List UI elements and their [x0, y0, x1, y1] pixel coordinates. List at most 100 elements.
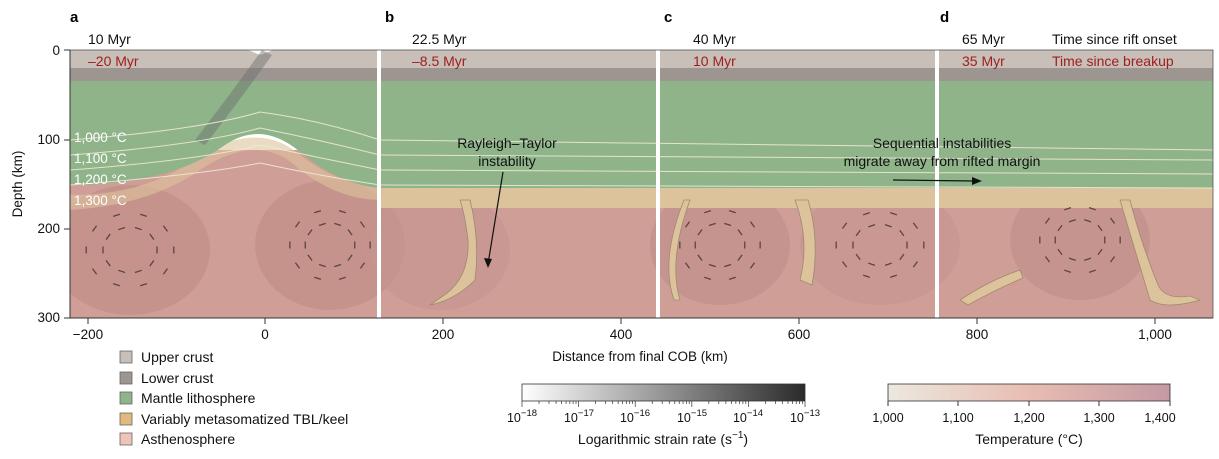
- rt-arrow: [487, 171, 504, 265]
- flow-arrow: [338, 209, 346, 214]
- upper-crust: [70, 50, 1213, 68]
- flow-arrow: [890, 212, 898, 216]
- flow-arrow: [704, 276, 712, 281]
- flow-arrow: [112, 213, 120, 217]
- x-tick-label: −200: [73, 327, 103, 342]
- flow-arrow: [862, 212, 870, 216]
- flow-arrow: [890, 274, 898, 278]
- flow-arrow: [899, 253, 905, 261]
- drip-b: [429, 199, 478, 306]
- isotherm-labels: 1,000 °C 1,100 °C 1,200 °C 1,300 °C: [74, 130, 127, 208]
- legend-swatch: [119, 412, 133, 426]
- cbar-tick-label: 1,200: [1013, 411, 1044, 425]
- flow-arrow: [118, 269, 126, 274]
- cbar-tick-label: 10−14: [733, 408, 763, 425]
- flow-arrow: [134, 226, 142, 231]
- cbar-tick-label: 1,400: [1144, 411, 1175, 425]
- rift-onset-label: Time since rift onset: [1052, 31, 1177, 47]
- panel-separator: [377, 50, 381, 318]
- flow-arrows: [85, 207, 1121, 287]
- legend-label: Asthenosphere: [141, 431, 235, 447]
- flow-arrow: [112, 283, 120, 287]
- flow-arrow: [868, 262, 876, 266]
- convection-cell: [1010, 180, 1150, 300]
- flow-arrow: [162, 225, 169, 232]
- flow-arrow: [149, 260, 155, 267]
- rt-annotation-line1: Rayleigh–Taylor: [457, 135, 557, 151]
- flow-arrow: [134, 269, 142, 274]
- legend-label: Lower crust: [141, 370, 213, 386]
- flow-arrow: [749, 262, 756, 269]
- flow-arrow: [140, 283, 148, 287]
- time-since-rift: 22.5 Myr: [412, 31, 467, 47]
- convection-cell: [800, 185, 960, 305]
- panel-letter: a: [70, 9, 79, 26]
- flow-arrow: [704, 209, 712, 214]
- flow-arrow: [1109, 217, 1116, 224]
- flow-arrow: [749, 221, 756, 228]
- annotations: Rayleigh–Taylor instability Sequential i…: [457, 135, 1040, 268]
- flow-arrow: [884, 224, 892, 228]
- legend: Upper crust Lower crust Mantle lithosphe…: [119, 349, 348, 447]
- time-since-breakup: –8.5 Myr: [412, 53, 467, 69]
- plot-area: [70, 50, 1213, 318]
- colorbar-title: Temperature (°C): [975, 431, 1083, 447]
- flow-arrow: [1064, 207, 1072, 211]
- flow-arrow: [1088, 207, 1096, 211]
- flow-arrow: [1044, 217, 1051, 224]
- legend-swatch: [119, 350, 133, 364]
- flow-arrow: [318, 222, 326, 227]
- flow-arrow: [912, 261, 919, 268]
- flow-arrow: [307, 254, 313, 261]
- flow-arrow: [140, 213, 148, 217]
- flow-arrow: [91, 268, 98, 275]
- panel-headers: a 10 Myr –20 Myr b 22.5 Myr –8.5 Myr c 4…: [70, 9, 1177, 69]
- legend-label: Mantle lithosphere: [141, 390, 256, 406]
- flow-arrow: [841, 261, 848, 268]
- flow-arrow: [359, 262, 366, 269]
- flow-arrow: [1109, 256, 1116, 263]
- flow-arrow: [724, 263, 732, 268]
- y-axis: 0 100 200 300 Depth (km): [10, 43, 71, 325]
- cbar-tick-label: 1,300: [1083, 411, 1114, 425]
- y-tick-label: 0: [52, 43, 60, 58]
- flow-arrow: [884, 262, 892, 266]
- flow-arrow: [359, 221, 366, 228]
- time-since-rift: 10 Myr: [88, 31, 131, 47]
- flow-arrow: [1097, 248, 1103, 256]
- isotherm-lines: [70, 111, 1213, 189]
- x-tick-label: 1,000: [1138, 327, 1172, 342]
- strain-rate-colorbar: 10−18 10−17 10−16 10−15 10−14 10−13 Loga…: [507, 383, 820, 447]
- y-tick-label: 300: [37, 310, 60, 325]
- x-axis: −200 0 200 400 600 800 1,000 Distance fr…: [70, 317, 1213, 364]
- legend-label: Upper crust: [141, 349, 213, 365]
- seq-annotation-line2: migrate away from rifted margin: [844, 153, 1041, 169]
- flow-arrow: [899, 229, 905, 237]
- drip-d: [1119, 199, 1202, 306]
- convection-cell: [70, 185, 210, 315]
- flow-arrow: [697, 254, 703, 261]
- flow-arrow: [91, 225, 98, 232]
- legend-swatch: [119, 432, 133, 446]
- flow-arrow: [697, 229, 703, 236]
- flow-arrow: [162, 268, 169, 275]
- mantle-lithosphere-a: [70, 80, 380, 188]
- flow-arrow: [1068, 257, 1076, 261]
- panel-separator: [935, 50, 939, 318]
- temperature-colorbar: 1,000 1,100 1,200 1,300 1,400 Temperatur…: [872, 383, 1176, 447]
- mantle-lithosphere: [380, 80, 1213, 188]
- flow-arrow: [1057, 248, 1063, 256]
- rt-annotation-line2: instability: [478, 153, 536, 169]
- rt-arrow-head: [484, 258, 492, 268]
- flow-arrow: [724, 222, 732, 227]
- flow-arrow: [728, 209, 736, 214]
- flow-arrow: [1084, 219, 1092, 223]
- flow-arrow: [314, 209, 322, 214]
- flow-arrow: [334, 263, 342, 268]
- flow-arrow: [912, 222, 919, 229]
- keel-layer-a: [70, 137, 380, 210]
- drip-c: [794, 199, 816, 286]
- legend-swatch: [119, 391, 133, 405]
- flow-arrow: [1084, 257, 1092, 261]
- flow-arrow: [1064, 269, 1072, 273]
